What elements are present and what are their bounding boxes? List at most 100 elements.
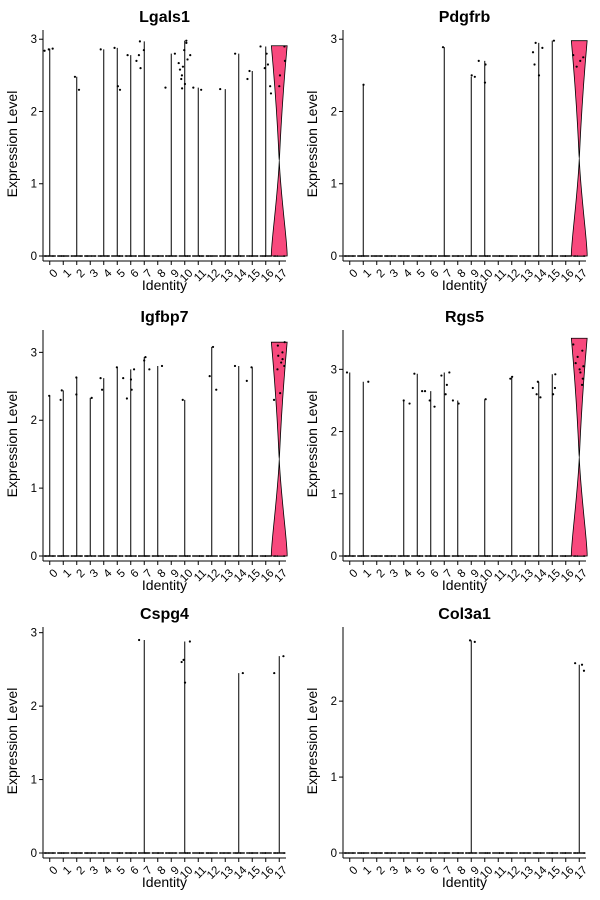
point-zero: [45, 255, 47, 257]
violin-15: [246, 367, 259, 557]
point-zero: [362, 255, 365, 257]
y-tick-label: 2: [31, 701, 37, 713]
data-point: [60, 389, 63, 392]
point-zero: [374, 852, 376, 854]
y-tick-label: 0: [31, 848, 37, 860]
point-zero: [488, 255, 491, 257]
point-zero: [165, 255, 167, 257]
point-zero: [276, 852, 279, 854]
point-zero: [186, 555, 189, 557]
point-zero: [505, 255, 508, 257]
chart-panel-pdgfrb: Pdgfrb 0 1 2 3 0 1 2 3 4 5 6 7 8 9 10 11 12 13 14 15 16 17 Iden…: [300, 0, 600, 300]
data-point: [265, 52, 268, 55]
data-point: [272, 398, 276, 401]
point-zero: [130, 852, 133, 854]
point-zero: [125, 255, 128, 257]
violin-9: [465, 76, 478, 257]
point-zero: [186, 852, 189, 854]
point-zero: [188, 852, 191, 854]
x-tick-label: 0: [48, 267, 61, 280]
data-point: [283, 364, 286, 368]
point-zero: [236, 255, 238, 257]
x-tick-label: 6: [129, 567, 142, 580]
point-zero: [62, 555, 65, 557]
violin-10: [478, 60, 491, 257]
point-zero: [425, 852, 428, 854]
data-point: [281, 351, 284, 354]
point-zero: [168, 255, 170, 257]
data-point: [126, 54, 129, 57]
point-zero: [200, 852, 203, 854]
point-zero: [462, 555, 464, 557]
x-tick-label: 1: [61, 864, 74, 877]
data-point: [457, 402, 460, 405]
data-point: [192, 86, 195, 89]
data-point: [444, 393, 447, 396]
point-zero: [509, 555, 512, 557]
point-zero: [264, 555, 267, 557]
violin-7: [438, 47, 451, 257]
data-point: [273, 671, 276, 675]
y-tick-label: 2: [31, 106, 37, 118]
point-zero: [509, 255, 512, 257]
violin-4: [97, 378, 110, 557]
point-zero: [574, 555, 577, 557]
point-zero: [465, 255, 467, 257]
x-tick-label: 4: [102, 567, 115, 580]
x-tick-label: 17: [273, 864, 291, 882]
point-zero: [129, 555, 131, 557]
point-zero: [202, 255, 204, 257]
point-zero: [129, 255, 131, 257]
chart-title: Pdgfrb: [439, 9, 491, 26]
data-point: [208, 375, 211, 378]
point-zero: [70, 852, 73, 854]
data-point: [132, 368, 136, 371]
point-zero: [264, 852, 267, 854]
point-zero: [421, 255, 424, 257]
point-zero: [462, 852, 464, 854]
chart-title: Rgs5: [445, 309, 484, 326]
data-point: [99, 48, 102, 51]
y-tick-label: 0: [331, 848, 337, 860]
chart-title: Igfbp7: [141, 309, 189, 326]
data-point: [451, 399, 455, 402]
point-zero: [362, 555, 365, 557]
data-point: [183, 82, 187, 86]
y-tick-label: 1: [31, 179, 37, 191]
x-tick-label: 0: [348, 864, 361, 877]
x-tick-label: 6: [129, 267, 142, 280]
point-zero: [274, 555, 277, 557]
point-zero: [188, 255, 191, 257]
point-zero: [219, 555, 222, 557]
point-zero: [386, 852, 388, 854]
point-zero: [174, 255, 177, 257]
data-point: [537, 74, 541, 77]
point-zero: [121, 852, 124, 854]
point-zero: [171, 852, 173, 854]
point-zero: [370, 255, 373, 257]
chart-panel-cspg4: Cspg4 0 1 2 3 0 1 2 3 4 5 6 7 8 9 10 11 12 13 14 15 16 17 Ident…: [0, 597, 300, 897]
point-zero: [511, 555, 513, 557]
x-tick-label: 3: [88, 267, 101, 280]
point-zero: [52, 255, 55, 257]
point-zero: [283, 555, 285, 557]
x-tick-label: 6: [429, 567, 442, 580]
data-point: [148, 368, 151, 371]
violin-14: [532, 42, 545, 257]
point-zero: [465, 852, 467, 854]
data-point: [75, 376, 78, 379]
point-zero: [562, 255, 564, 257]
point-zero: [117, 555, 119, 557]
violin-1: [57, 390, 70, 557]
point-zero: [447, 852, 449, 854]
point-zero: [62, 852, 65, 854]
data-point: [445, 383, 448, 386]
data-point: [484, 63, 487, 66]
point-zero: [205, 555, 208, 557]
point-zero: [256, 852, 258, 854]
data-point: [484, 398, 487, 401]
data-point: [99, 377, 102, 380]
point-zero: [348, 852, 350, 854]
point-zero: [79, 555, 81, 557]
